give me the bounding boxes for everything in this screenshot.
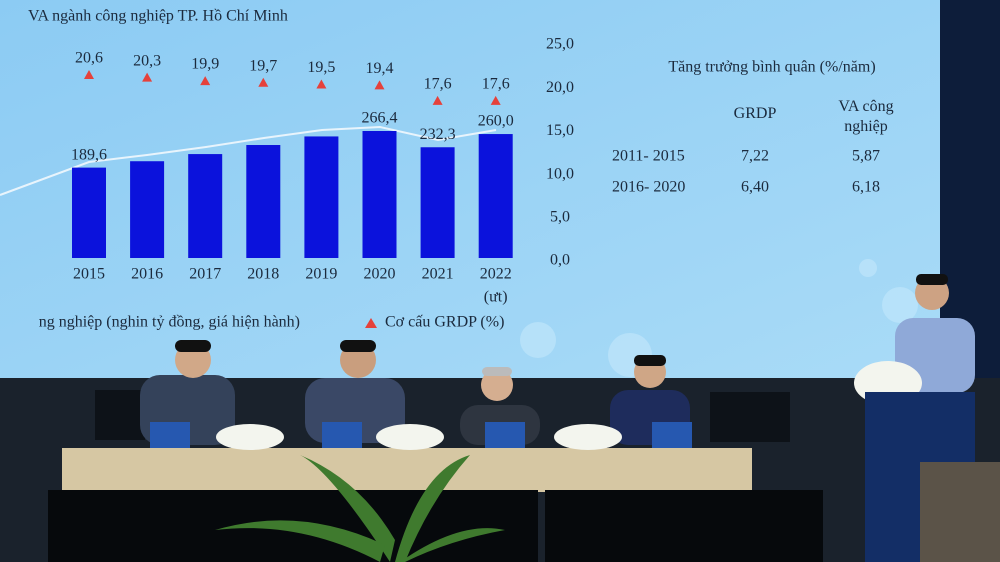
bar-label: 266,4 <box>362 110 398 127</box>
tablecloth <box>62 448 752 492</box>
bar <box>246 145 281 258</box>
y2-tick-label: 15,0 <box>546 122 574 139</box>
y2-tick-label: 25,0 <box>546 36 574 53</box>
name-plates <box>150 422 692 448</box>
share-label: 19,4 <box>366 60 394 77</box>
table-cell: 5,87 <box>852 148 880 165</box>
share-marker <box>490 95 501 105</box>
share-marker <box>142 72 153 82</box>
bar-label: 232,3 <box>420 126 456 143</box>
y2-tick-label: 5,0 <box>550 208 570 225</box>
table-cell: 7,22 <box>741 148 769 165</box>
bar <box>362 131 397 258</box>
bar <box>72 167 106 258</box>
plant <box>215 455 505 562</box>
x-tick-label: 2016 <box>131 266 163 283</box>
legend-marker <box>365 318 377 328</box>
share-marker <box>200 76 211 86</box>
share-label: 19,7 <box>249 57 277 74</box>
y2-tick-label: 20,0 <box>546 79 574 96</box>
x-tick-label: 2017 <box>189 266 221 283</box>
share-marker <box>84 70 94 80</box>
table-cell: 6,18 <box>852 179 880 196</box>
table-cell: 6,40 <box>741 179 769 196</box>
legend-label: ng nghiệp (nghin tỷ đồng, giá hiện hành) <box>39 314 300 331</box>
category-note: (ưt) <box>484 289 508 306</box>
row-label: 2016- 2020 <box>612 179 685 196</box>
x-tick-label: 2020 <box>364 266 396 283</box>
monitor <box>95 390 145 440</box>
share-label: 17,6 <box>424 76 452 93</box>
bubble <box>859 259 877 277</box>
legend-label: Cơ cấu GRDP (%) <box>385 314 504 331</box>
x-tick-label: 2021 <box>422 266 454 283</box>
bar <box>130 161 165 258</box>
monitor <box>710 392 790 442</box>
bar <box>188 154 223 258</box>
share-label: 17,6 <box>482 76 510 93</box>
table-title: Tăng trưởng bình quân (%/năm) <box>668 59 875 76</box>
bubble <box>520 322 556 358</box>
share-marker <box>316 79 327 89</box>
share-label: 20,6 <box>75 50 103 67</box>
share-label: 19,5 <box>307 59 335 76</box>
curtain <box>920 462 1000 562</box>
screen-panel <box>545 490 823 562</box>
bar-label: 189,6 <box>71 146 107 163</box>
slide-title: VA ngành công nghiệp TP. Hồ Chí Minh <box>28 8 288 25</box>
bar-label: 260,0 <box>478 113 514 130</box>
bar <box>420 147 455 258</box>
share-marker <box>432 95 443 105</box>
column-header: GRDP <box>733 105 777 122</box>
column-header: VA công nghiệp <box>838 98 894 135</box>
y2-tick-label: 0,0 <box>550 252 570 269</box>
share-marker <box>258 77 269 87</box>
y2-tick-label: 10,0 <box>546 165 574 182</box>
x-tick-label: 2015 <box>73 266 105 283</box>
share-label: 20,3 <box>133 52 161 69</box>
x-tick-label: 2022 <box>480 266 512 283</box>
x-tick-label: 2019 <box>305 266 337 283</box>
x-tick-label: 2018 <box>247 266 279 283</box>
share-label: 19,9 <box>191 56 219 73</box>
trend-line <box>0 125 497 196</box>
row-label: 2011- 2015 <box>612 148 685 165</box>
share-marker <box>374 80 385 90</box>
bubble <box>882 287 918 323</box>
bar <box>478 134 513 258</box>
bar <box>304 136 339 258</box>
